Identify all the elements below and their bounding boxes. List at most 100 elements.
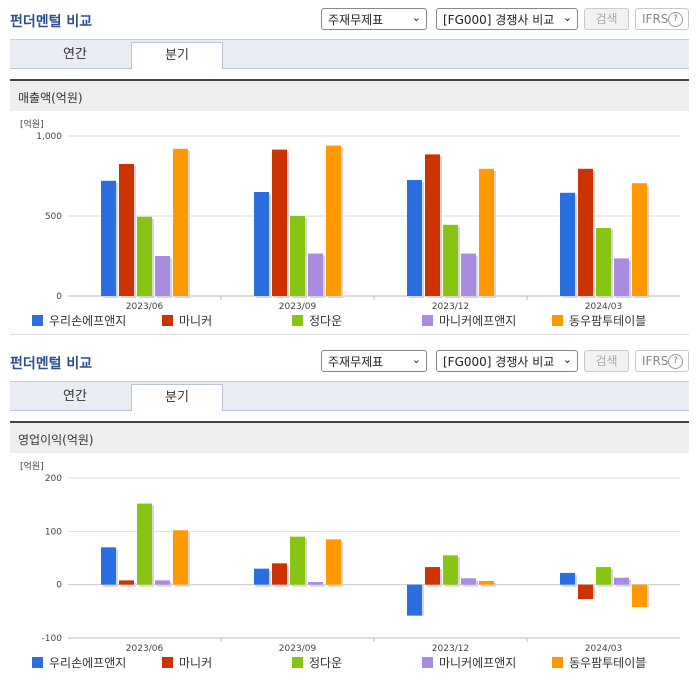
bar-정다운[interactable] xyxy=(596,567,611,585)
legend-item[interactable]: 마니커에프앤지 xyxy=(422,654,516,671)
bar-마니커[interactable] xyxy=(272,563,287,585)
peer-group-select-value: [FG000] 경쟁사 비교 xyxy=(443,13,555,27)
period-tabs: 연간 분기 xyxy=(10,39,689,69)
bar-우리손에프앤지[interactable] xyxy=(560,572,575,585)
bar-우리손에프앤지[interactable] xyxy=(254,568,269,585)
peer-group-select[interactable]: [FG000] 경쟁사 비교 ⌄ xyxy=(436,350,578,372)
bar-마니커[interactable] xyxy=(119,580,134,585)
legend-swatch xyxy=(552,315,563,326)
bar-동우팜투테이블[interactable] xyxy=(632,584,647,608)
bar-동우팜투테이블[interactable] xyxy=(173,148,188,296)
tab-quarterly[interactable]: 분기 xyxy=(131,42,223,69)
chart-legend: 우리손에프앤지 마니커 정다운 마니커에프앤지 동우팜투테이블 xyxy=(0,312,696,330)
legend-item[interactable]: 정다운 xyxy=(292,654,342,671)
legend-item[interactable]: 마니커 xyxy=(162,654,212,671)
legend-swatch xyxy=(32,657,43,668)
bar-정다운[interactable] xyxy=(137,216,152,296)
legend-swatch xyxy=(162,315,173,326)
bar-정다운[interactable] xyxy=(443,224,458,296)
bar-우리손에프앤지[interactable] xyxy=(101,547,116,585)
bar-마니커[interactable] xyxy=(578,168,593,296)
x-tick-label: 2024/03 xyxy=(585,644,622,652)
bar-마니커[interactable] xyxy=(425,154,440,296)
bar-우리손에프앤지[interactable] xyxy=(407,180,422,296)
panel-title: 펀더멘털 비교 xyxy=(10,14,93,30)
bar-우리손에프앤지[interactable] xyxy=(407,584,422,616)
legend-item[interactable]: 마니커에프앤지 xyxy=(422,312,516,329)
bar-동우팜투테이블[interactable] xyxy=(326,539,341,585)
legend-swatch xyxy=(422,315,433,326)
bar-동우팜투테이블[interactable] xyxy=(632,183,647,296)
legend-item[interactable]: 동우팜투테이블 xyxy=(552,654,646,671)
legend-item[interactable]: 우리손에프앤지 xyxy=(32,654,126,671)
chevron-down-icon: ⌄ xyxy=(411,11,421,24)
bar-마니커에프앤지[interactable] xyxy=(155,580,170,585)
legend-label: 동우팜투테이블 xyxy=(569,314,647,328)
tab-quarterly[interactable]: 분기 xyxy=(131,384,223,411)
bar-shadow xyxy=(310,584,325,587)
bar-동우팜투테이블[interactable] xyxy=(479,580,494,585)
y-tick-label: 100 xyxy=(45,527,62,537)
bar-동우팜투테이블[interactable] xyxy=(479,168,494,296)
bar-마니커에프앤지[interactable] xyxy=(308,253,323,296)
tab-annual[interactable]: 연간 xyxy=(63,47,87,62)
legend-swatch xyxy=(552,657,563,668)
bar-마니커[interactable] xyxy=(425,567,440,585)
bar-마니커[interactable] xyxy=(272,149,287,296)
bar-우리손에프앤지[interactable] xyxy=(254,192,269,296)
x-tick-label: 2023/12 xyxy=(432,302,469,310)
unit-label: [억원] xyxy=(20,120,44,130)
y-tick-label: 0 xyxy=(56,292,62,302)
legend-label: 마니커에프앤지 xyxy=(439,314,517,328)
bar-우리손에프앤지[interactable] xyxy=(101,180,116,296)
bar-동우팜투테이블[interactable] xyxy=(326,145,341,296)
bar-정다운[interactable] xyxy=(596,228,611,296)
period-tabs: 연간 분기 xyxy=(10,381,689,411)
ifrs-button[interactable]: IFRS ? xyxy=(635,350,689,372)
y-tick-label: -100 xyxy=(42,634,63,644)
chevron-down-icon: ⌄ xyxy=(562,353,572,366)
bar-동우팜투테이블[interactable] xyxy=(173,530,188,585)
bar-정다운[interactable] xyxy=(290,216,305,296)
bar-정다운[interactable] xyxy=(290,536,305,585)
x-tick-label: 2023/12 xyxy=(432,644,469,652)
statement-select[interactable]: 주재무제표 ⌄ xyxy=(321,350,427,372)
legend-swatch xyxy=(32,315,43,326)
legend-label: 마니커 xyxy=(179,656,213,670)
statement-select-value: 주재무제표 xyxy=(328,13,384,27)
bar-정다운[interactable] xyxy=(137,503,152,585)
bar-마니커에프앤지[interactable] xyxy=(614,577,629,585)
bar-우리손에프앤지[interactable] xyxy=(560,192,575,296)
search-button[interactable]: 검색 xyxy=(584,350,629,372)
legend-label: 정다운 xyxy=(309,656,343,670)
ifrs-button[interactable]: IFRS ? xyxy=(635,8,689,30)
peer-group-select[interactable]: [FG000] 경쟁사 비교 ⌄ xyxy=(436,8,578,30)
bar-마니커[interactable] xyxy=(578,584,593,600)
legend-label: 동우팜투테이블 xyxy=(569,656,647,670)
legend-item[interactable]: 우리손에프앤지 xyxy=(32,312,126,329)
bar-마니커에프앤지[interactable] xyxy=(308,582,323,585)
bar-마니커에프앤지[interactable] xyxy=(614,258,629,296)
bar-마니커[interactable] xyxy=(119,164,134,296)
statement-select[interactable]: 주재무제표 ⌄ xyxy=(321,8,427,30)
x-tick-label: 2023/06 xyxy=(126,302,164,310)
bar-정다운[interactable] xyxy=(443,555,458,585)
tab-annual[interactable]: 연간 xyxy=(63,389,87,404)
statement-select-value: 주재무제표 xyxy=(328,355,384,369)
legend-item[interactable]: 정다운 xyxy=(292,312,342,329)
legend-swatch xyxy=(422,657,433,668)
bar-마니커에프앤지[interactable] xyxy=(461,578,476,585)
legend-label: 우리손에프앤지 xyxy=(49,314,127,328)
legend-item[interactable]: 동우팜투테이블 xyxy=(552,312,646,329)
help-icon[interactable]: ? xyxy=(668,354,683,369)
section-title: 매출액(억원) xyxy=(18,91,83,105)
ifrs-label: IFRS xyxy=(642,12,669,26)
bar-마니커에프앤지[interactable] xyxy=(461,253,476,296)
search-button[interactable]: 검색 xyxy=(584,8,629,30)
y-tick-label: 200 xyxy=(45,474,62,484)
legend-swatch xyxy=(292,315,303,326)
help-icon[interactable]: ? xyxy=(668,12,683,27)
bar-마니커에프앤지[interactable] xyxy=(155,256,170,296)
legend-item[interactable]: 마니커 xyxy=(162,312,212,329)
chart-legend: 우리손에프앤지 마니커 정다운 마니커에프앤지 동우팜투테이블 xyxy=(0,654,696,672)
